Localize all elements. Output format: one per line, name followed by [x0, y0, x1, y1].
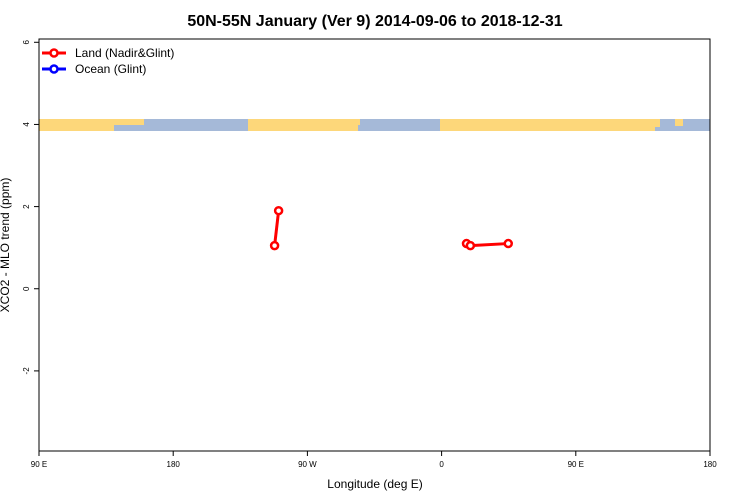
legend-marker — [49, 64, 59, 74]
x-tick-label: 90 E — [31, 460, 47, 469]
y-tick-label: -2 — [22, 367, 31, 375]
y-tick-label: 2 — [22, 204, 31, 209]
chart-title: 50N-55N January (Ver 9) 2014-09-06 to 20… — [187, 13, 562, 30]
line — [470, 242, 509, 248]
x-tick-label: 0 — [439, 460, 444, 469]
y-tick-label: 4 — [22, 122, 31, 127]
x-tick-label: 180 — [703, 460, 717, 469]
x-tick-label: 90 E — [568, 460, 584, 469]
legend-label: Land (Nadir&Glint) — [75, 46, 174, 60]
point — [503, 238, 514, 249]
x-tick-label: 180 — [167, 460, 181, 469]
x-axis-label: Longitude (deg E) — [327, 477, 422, 491]
y-tick-label: 0 — [22, 286, 31, 291]
point — [269, 240, 280, 251]
legend-marker — [49, 48, 59, 58]
y-tick-label: 6 — [22, 40, 31, 45]
y-axis-label: XCO2 - MLO trend (ppm) — [0, 178, 12, 313]
line — [273, 210, 281, 246]
x-tick-label: 90 W — [298, 460, 317, 469]
map-strip — [39, 119, 710, 131]
point — [465, 240, 476, 251]
point — [273, 205, 284, 216]
legend-label: Ocean (Glint) — [75, 62, 146, 76]
plot-frame — [38, 38, 711, 452]
